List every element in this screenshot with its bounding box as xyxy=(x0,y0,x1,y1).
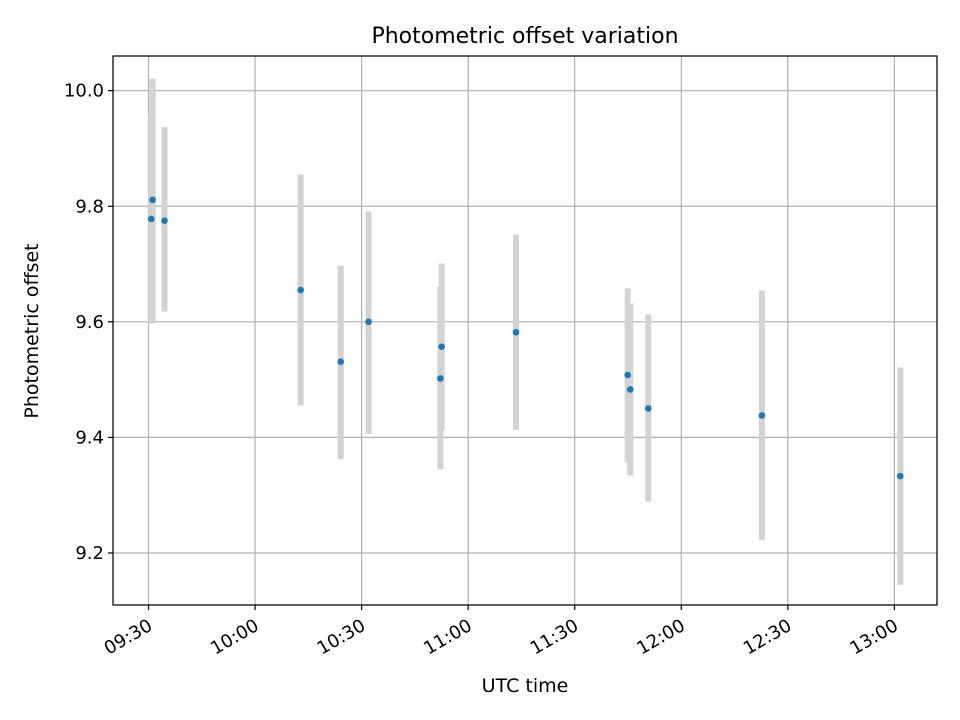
data-point xyxy=(438,343,446,350)
data-point xyxy=(149,196,156,204)
x-tick-label: 12:30 xyxy=(740,615,795,659)
x-axis-label: UTC time xyxy=(482,675,569,697)
data-point xyxy=(365,318,372,326)
x-tick-label: 11:00 xyxy=(420,615,475,659)
data-point xyxy=(297,286,304,294)
data-point xyxy=(896,472,904,480)
data-point xyxy=(437,375,444,382)
x-tick-label: 13:00 xyxy=(846,615,901,659)
data-point xyxy=(645,405,652,412)
y-tick-label: 9.2 xyxy=(75,543,104,564)
x-tick-label: 10:30 xyxy=(314,615,369,659)
data-point xyxy=(161,217,168,224)
grid xyxy=(113,56,937,605)
y-axis: 9.2 9.4 9.6 9.8 10.0 xyxy=(64,81,113,564)
x-axis: 09:30 10:00 10:30 11:00 11:30 12:00 12:30 13:00 xyxy=(101,605,902,659)
x-tick-label: 11:30 xyxy=(527,615,582,659)
data-point xyxy=(337,358,345,366)
plot-frame xyxy=(112,55,938,606)
data-point xyxy=(626,386,634,393)
y-tick-label: 10.0 xyxy=(64,81,104,102)
data-point xyxy=(758,412,766,419)
y-tick-label: 9.4 xyxy=(75,427,104,448)
chart-title: Photometric offset variation xyxy=(371,24,678,49)
x-tick-label: 12:00 xyxy=(633,615,688,659)
y-tick-label: 9.6 xyxy=(75,312,104,333)
y-tick-label: 9.8 xyxy=(75,196,104,217)
data-point xyxy=(624,371,631,379)
x-tick-label: 10:00 xyxy=(207,615,262,659)
data-point xyxy=(147,215,155,223)
data-points xyxy=(147,196,904,480)
x-tick-label: 09:30 xyxy=(101,615,156,659)
y-axis-label: Photometric offset xyxy=(21,243,43,418)
data-point xyxy=(512,328,520,336)
